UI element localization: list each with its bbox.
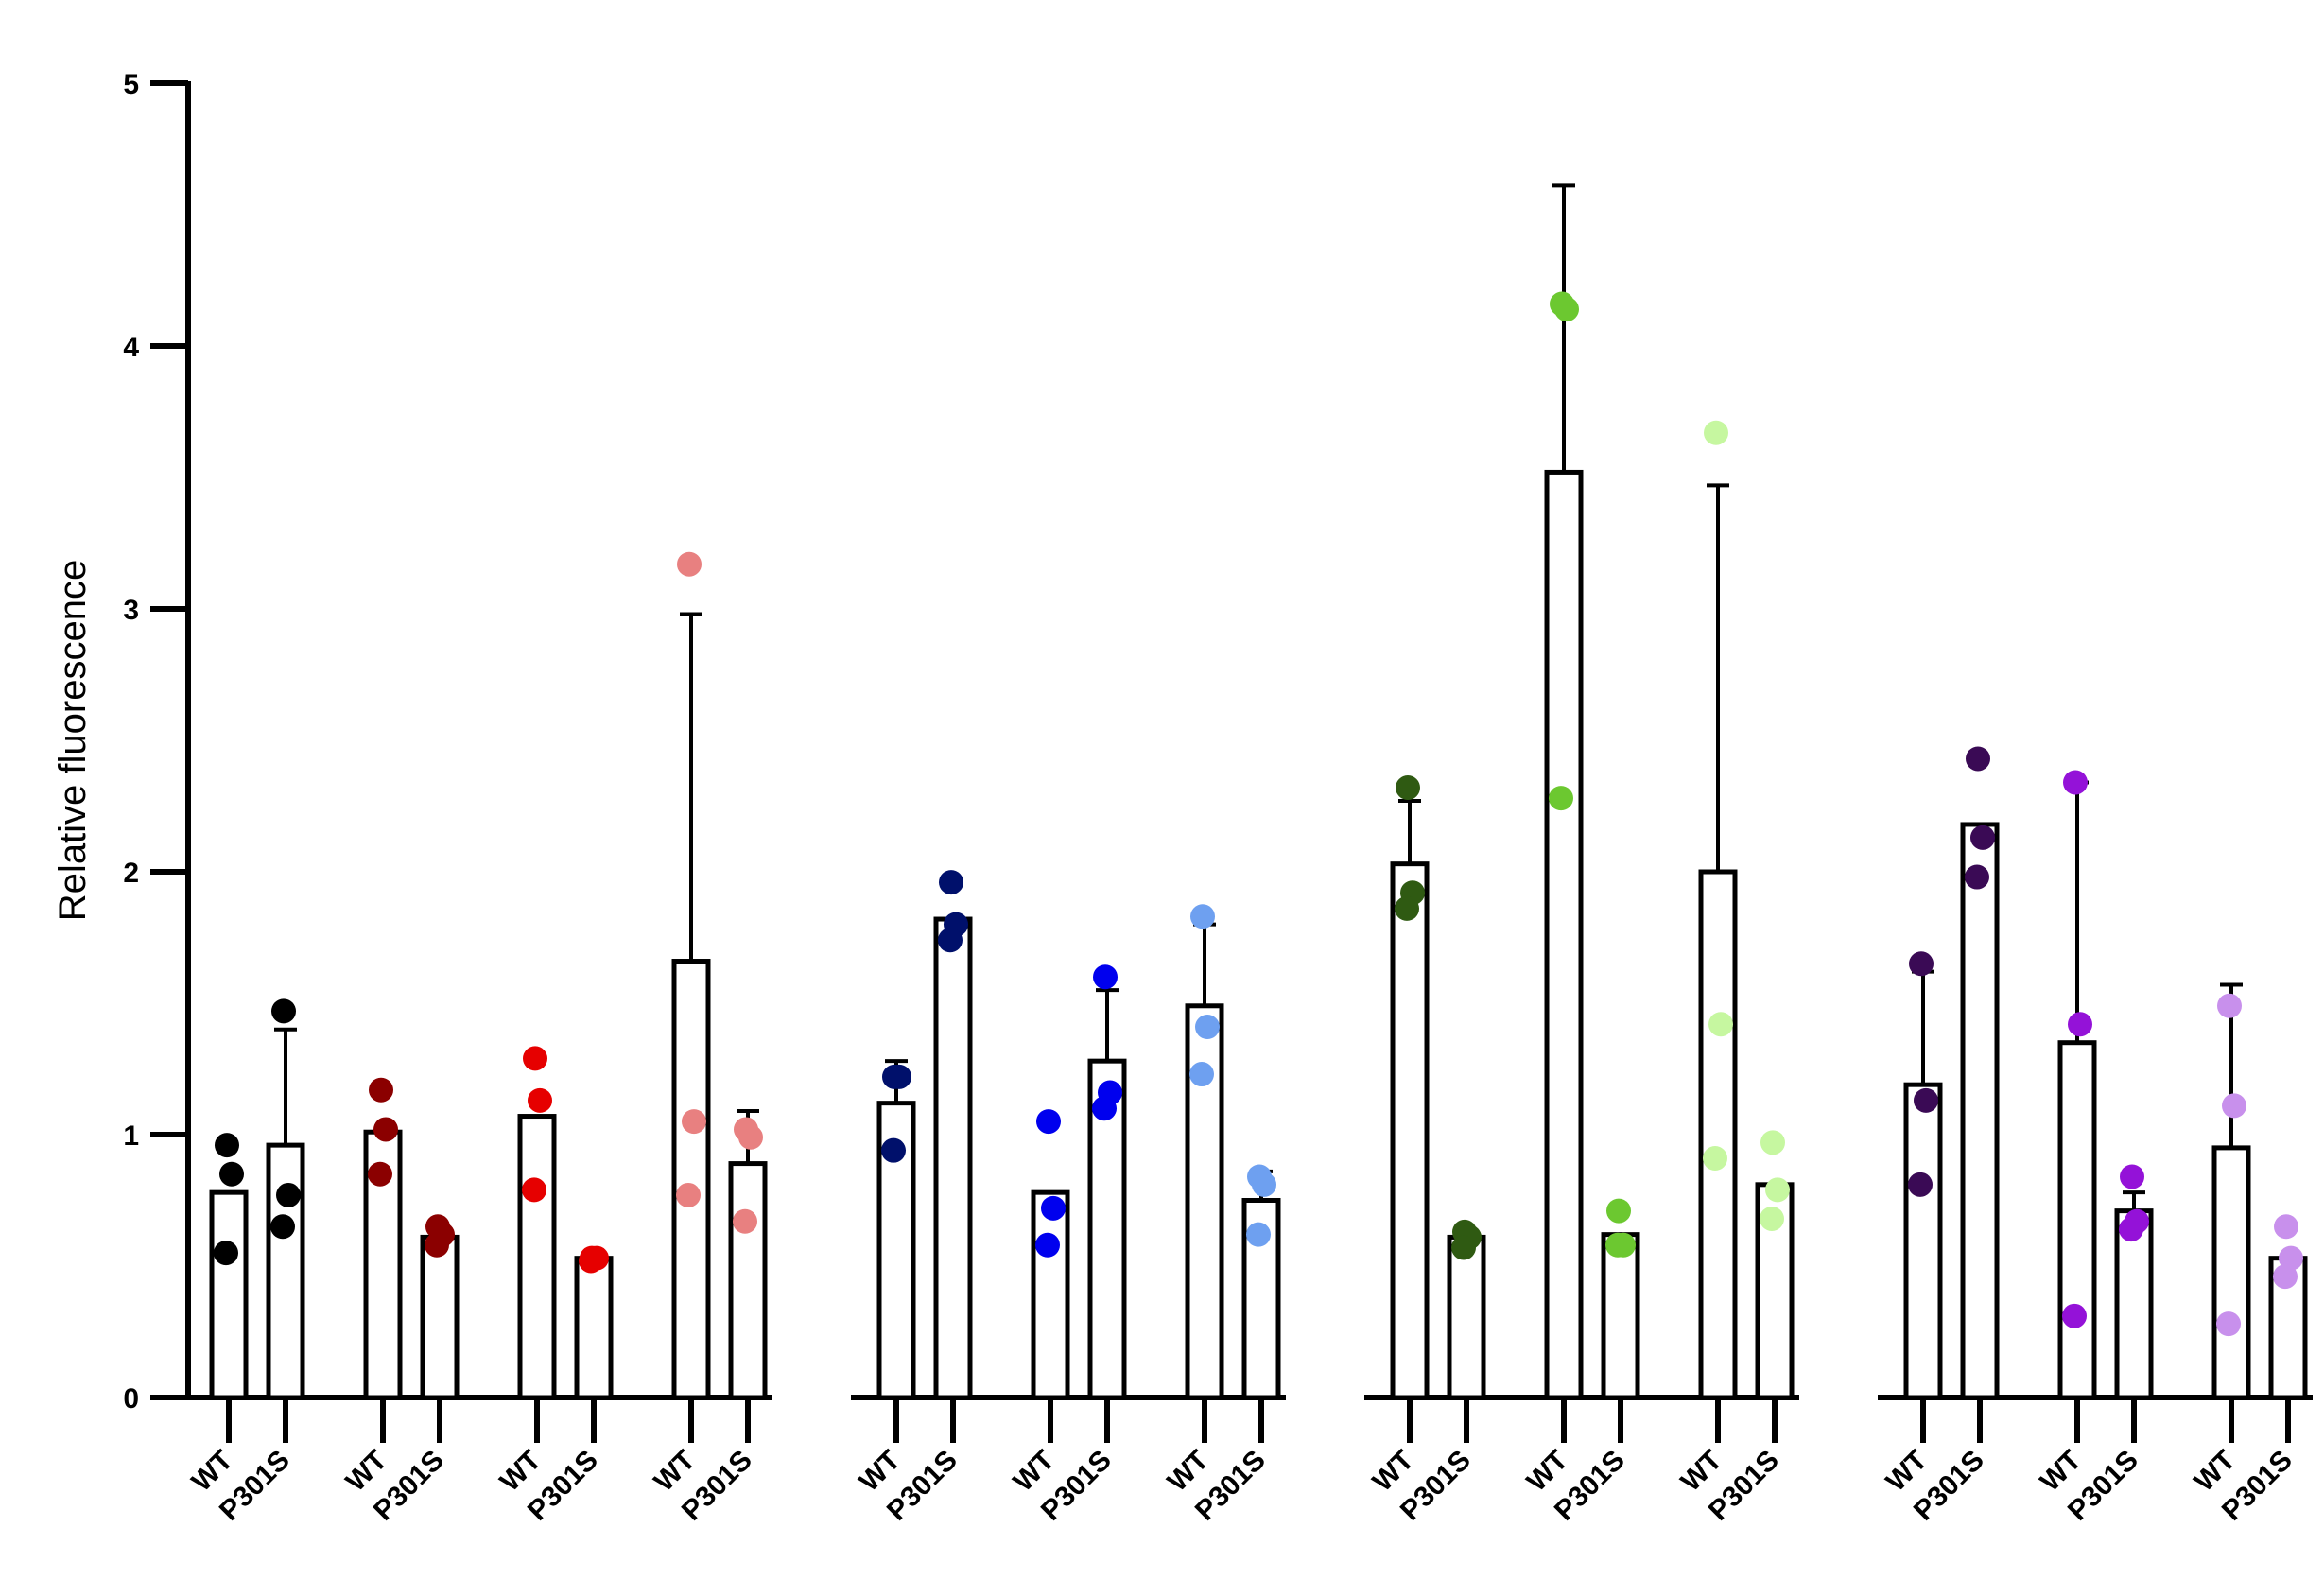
bar: [728, 1161, 768, 1400]
data-point: [522, 1177, 546, 1203]
y-tick-label: 3: [123, 595, 139, 626]
data-point: [1703, 1146, 1727, 1172]
bar: [1390, 861, 1430, 1400]
data-point: [369, 1077, 393, 1103]
data-point: [528, 1087, 552, 1113]
data-point: [1914, 1087, 1938, 1113]
data-point: [368, 1161, 392, 1187]
data-point: [425, 1232, 449, 1258]
data-point: [1041, 1195, 1066, 1221]
data-point: [1908, 1172, 1933, 1197]
data-point: [682, 1109, 706, 1135]
data-point: [1760, 1130, 1785, 1155]
data-point: [219, 1161, 244, 1187]
data-point: [214, 1241, 238, 1266]
data-point: [1760, 1206, 1784, 1231]
data-point: [1092, 1096, 1117, 1121]
data-point: [1035, 1232, 1060, 1258]
data-point: [1395, 895, 1419, 921]
data-point: [2273, 1264, 2298, 1290]
data-point: [1252, 1172, 1276, 1197]
bar: [1544, 469, 1584, 1400]
data-point: [373, 1117, 398, 1142]
data-point: [523, 1046, 547, 1071]
bar: [209, 1189, 249, 1400]
bar: [1601, 1232, 1640, 1400]
data-point: [1704, 420, 1728, 445]
bar: [2211, 1145, 2251, 1400]
data-point: [215, 1133, 239, 1158]
data-point: [1909, 951, 1934, 977]
data-point: [939, 870, 963, 895]
data-point: [1396, 775, 1420, 801]
data-point: [1195, 1015, 1220, 1040]
data-point: [2068, 1012, 2092, 1037]
data-point: [1765, 1177, 1790, 1203]
data-point: [1190, 904, 1215, 929]
bar: [671, 959, 711, 1400]
data-point: [1554, 297, 1579, 322]
data-point: [2062, 1303, 2087, 1328]
bar: [517, 1114, 557, 1400]
data-point: [1549, 786, 1573, 811]
data-point: [733, 1208, 757, 1234]
bar: [574, 1256, 614, 1400]
bar: [1903, 1082, 1943, 1400]
data-point: [2217, 993, 2242, 1018]
data-point: [2222, 1093, 2246, 1119]
data-point: [738, 1124, 763, 1150]
data-point: [2120, 1164, 2144, 1189]
y-tick-label: 0: [123, 1383, 139, 1415]
data-point: [1970, 825, 1995, 850]
y-axis: 0 1 2 3 4 5: [123, 69, 191, 1415]
bar: [420, 1234, 460, 1400]
data-point: [2274, 1214, 2298, 1240]
data-point: [676, 1182, 701, 1207]
y-tick-label: 5: [123, 69, 139, 100]
y-tick-label: 4: [123, 332, 139, 363]
bar: [1031, 1189, 1070, 1400]
data-point: [1451, 1235, 1476, 1260]
data-point: [276, 1182, 301, 1207]
data-point: [2119, 1217, 2143, 1242]
data-point: [271, 998, 296, 1024]
data-point: [938, 928, 963, 953]
data-point: [579, 1248, 603, 1274]
bar: [2114, 1208, 2154, 1400]
data-point: [1189, 1062, 1214, 1087]
bar: [266, 1142, 305, 1400]
data-point: [1093, 964, 1118, 990]
bar: [2057, 1040, 2097, 1400]
bar: [1960, 822, 2000, 1400]
y-tick-label: 1: [123, 1120, 139, 1152]
data-point: [1605, 1232, 1630, 1258]
data-point: [677, 551, 702, 577]
data-point: [1708, 1012, 1733, 1037]
data-point: [1966, 746, 1990, 772]
data-point: [881, 1137, 906, 1163]
bar: [1698, 869, 1738, 1400]
data-point: [1036, 1109, 1061, 1135]
data-point: [1965, 864, 1989, 890]
data-point: [2216, 1311, 2241, 1337]
bar: [1447, 1234, 1486, 1400]
y-axis-label: Relative fluorescence: [52, 560, 94, 921]
data-point: [2063, 770, 2088, 795]
y-tick-label: 2: [123, 858, 139, 889]
data-point: [270, 1214, 295, 1240]
data-point: [1606, 1198, 1631, 1224]
data-point: [887, 1064, 911, 1089]
data-point: [1246, 1222, 1271, 1247]
bar: [933, 916, 973, 1400]
